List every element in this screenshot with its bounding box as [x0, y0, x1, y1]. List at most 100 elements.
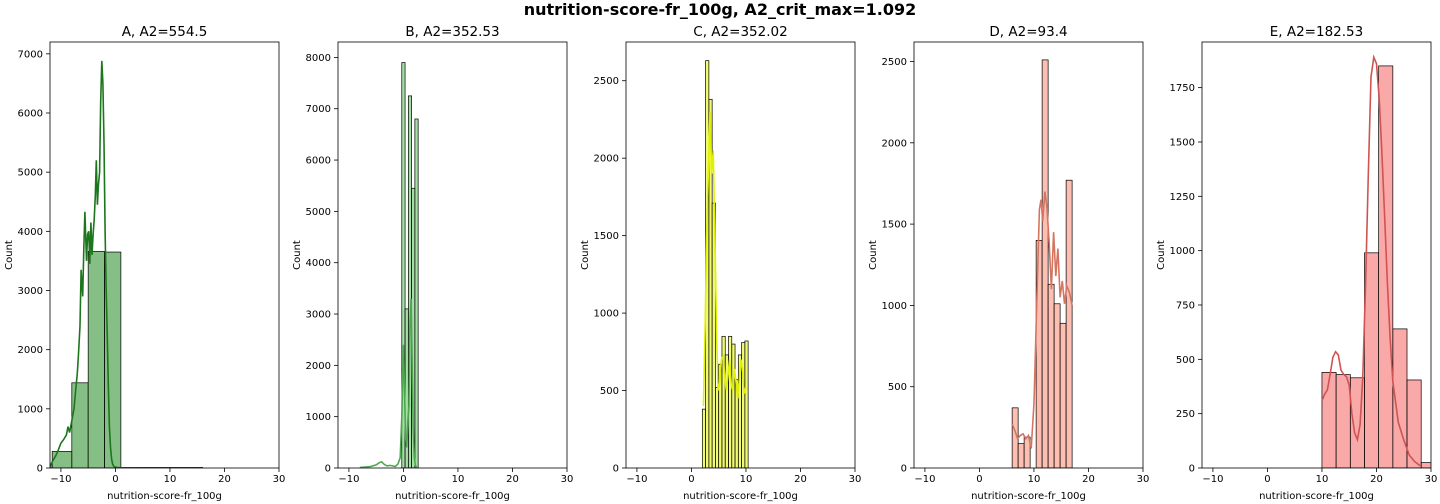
y-tick-label: 0	[613, 464, 619, 475]
x-tick-label: 10	[164, 474, 177, 485]
x-tick-label: −10	[50, 474, 71, 485]
x-tick-label: 30	[1137, 474, 1150, 485]
x-tick-label: 10	[740, 474, 753, 485]
y-tick-label: 5000	[306, 207, 331, 218]
y-tick-label: 500	[600, 386, 619, 397]
y-tick-label: 1000	[594, 309, 619, 320]
y-tick-label: 7000	[306, 104, 331, 115]
x-tick-label: 0	[976, 474, 982, 485]
y-tick-label: 750	[1176, 300, 1195, 311]
y-tick-label: 1000	[882, 301, 907, 312]
histogram-bar	[1017, 443, 1025, 468]
y-tick-label: 2000	[306, 361, 331, 372]
plot-area	[359, 62, 419, 468]
histogram-bar	[1335, 374, 1351, 468]
plot-area	[1321, 54, 1431, 468]
axes-frame	[337, 41, 568, 469]
subplot-title: A, A2=554.5	[122, 24, 208, 40]
y-axis-label: Count	[1156, 240, 1167, 270]
x-tick-label: 10	[1316, 474, 1329, 485]
y-tick-label: 2000	[18, 345, 43, 356]
axes-frame	[49, 41, 280, 469]
histogram-bar	[728, 335, 733, 468]
histogram-bar	[1053, 303, 1061, 468]
x-tick-label: 0	[400, 474, 406, 485]
y-axis-label: Count	[292, 240, 303, 270]
y-tick-label: 0	[901, 464, 907, 475]
y-tick-label: 500	[1176, 355, 1195, 366]
y-tick-label: 2000	[882, 138, 907, 149]
x-axis-label: nutrition-score-fr_100g	[971, 491, 1086, 502]
histogram-bar	[87, 251, 105, 468]
y-tick-label: 1000	[18, 404, 43, 415]
x-tick-label: 10	[1028, 474, 1041, 485]
x-tick-label: 30	[561, 474, 574, 485]
x-tick-label: 20	[1370, 474, 1383, 485]
kde-line	[50, 60, 203, 468]
histogram-bar	[715, 387, 720, 468]
y-tick-label: 2500	[594, 76, 619, 87]
histogram-bar	[701, 408, 706, 468]
x-tick-label: 0	[1264, 474, 1270, 485]
x-tick-label: 20	[794, 474, 807, 485]
y-tick-label: 1000	[306, 412, 331, 423]
y-tick-label: 1500	[882, 220, 907, 231]
axes-frame	[913, 41, 1144, 469]
x-tick-label: 20	[218, 474, 231, 485]
histogram-bar	[1047, 283, 1055, 468]
histogram-bar	[741, 342, 746, 468]
y-axis-label: Count	[580, 240, 591, 270]
y-tick-label: 3000	[18, 286, 43, 297]
x-tick-label: 20	[1082, 474, 1095, 485]
subplot-title: E, A2=182.53	[1270, 24, 1364, 40]
axes-frame	[625, 41, 856, 469]
histogram-bar	[1059, 322, 1067, 468]
x-tick-label: 20	[506, 474, 519, 485]
histogram-bar	[71, 382, 89, 468]
y-tick-label: 0	[325, 464, 331, 475]
histogram-bar	[1406, 379, 1422, 468]
y-tick-label: 8000	[306, 53, 331, 64]
kde-line	[1011, 191, 1073, 449]
y-axis-label: Count	[868, 240, 879, 270]
subplot-1: −10 0 10 20 30 0 1000 2000 3000 4000 5000 6000 7000 A…	[4, 24, 285, 502]
x-tick-label: 30	[1425, 474, 1438, 485]
y-tick-label: 0	[37, 464, 43, 475]
y-tick-label: 250	[1176, 409, 1195, 420]
histogram-bar	[1065, 179, 1073, 468]
y-tick-label: 1500	[594, 231, 619, 242]
y-tick-label: 7000	[18, 49, 43, 60]
plot-area	[701, 60, 749, 468]
y-axis-label: Count	[4, 240, 15, 270]
histogram-bar	[1321, 372, 1337, 468]
x-tick-label: 0	[112, 474, 118, 485]
y-tick-label: 2500	[882, 57, 907, 68]
histogram-bar	[731, 343, 736, 468]
y-tick-label: 1750	[1170, 83, 1195, 94]
histogram-bar	[1364, 252, 1380, 468]
y-tick-label: 4000	[306, 258, 331, 269]
y-tick-label: 3000	[306, 310, 331, 321]
plot-area	[1011, 59, 1073, 468]
kde-line	[359, 298, 418, 468]
subplot-5: −10 0 10 20 30 0 250 500 750 1000 1250 1500 1750 E, A…	[1156, 24, 1437, 502]
x-tick-label: 30	[849, 474, 862, 485]
x-tick-label: 0	[688, 474, 694, 485]
subplot-3: −10 0 10 20 30 0 500 1000 1500 2000 2500 C, A2=352.…	[580, 24, 861, 502]
figure-title: nutrition-score-fr_100g, A2_crit_max=1.0…	[523, 0, 917, 19]
axes-frame	[1201, 41, 1432, 469]
y-tick-label: 1500	[1170, 137, 1195, 148]
x-axis-label: nutrition-score-fr_100g	[395, 491, 510, 502]
histogram-bar	[414, 118, 419, 468]
plot-area	[50, 60, 204, 468]
y-tick-label: 500	[888, 382, 907, 393]
y-tick-label: 0	[1189, 464, 1195, 475]
y-tick-label: 6000	[18, 109, 43, 120]
x-axis-label: nutrition-score-fr_100g	[1259, 491, 1374, 502]
subplot-title: D, A2=93.4	[989, 24, 1067, 40]
histogram-bar	[401, 62, 406, 468]
subplot-2: −10 0 10 20 30 0 1000 2000 3000 4000 5000 6000 7000 8…	[292, 24, 573, 502]
x-tick-label: −10	[914, 474, 935, 485]
y-tick-label: 6000	[306, 156, 331, 167]
